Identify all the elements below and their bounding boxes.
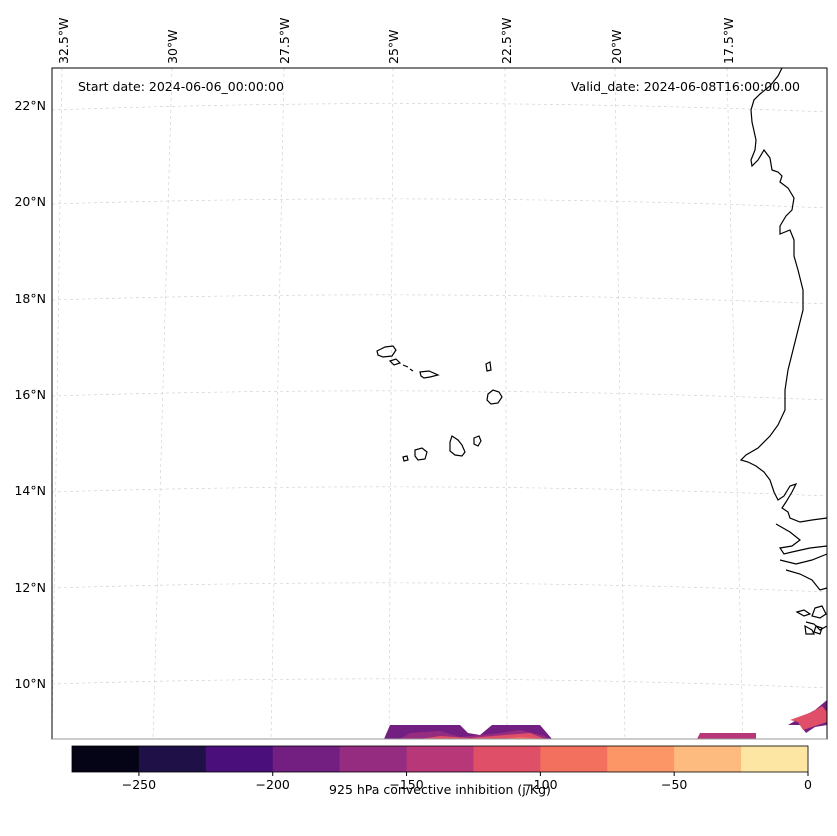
colorbar-segment bbox=[741, 746, 809, 772]
colorbar-segment bbox=[607, 746, 675, 772]
lon-label: 32.5°W bbox=[56, 18, 71, 64]
lat-label: 22°N bbox=[14, 98, 46, 113]
valid-date-label: Valid_date: 2024-06-08T16:00:00.00 bbox=[571, 79, 800, 94]
colorbar bbox=[72, 746, 809, 772]
graticule bbox=[51, 67, 828, 740]
africa-coastline bbox=[739, 67, 828, 635]
lon-label: 27.5°W bbox=[277, 18, 292, 64]
colorbar-segment bbox=[473, 746, 541, 772]
colorbar-label: 925 hPa convective inhibition (j/Kg) bbox=[329, 782, 551, 797]
cape-verde-islands bbox=[376, 345, 503, 462]
colorbar-border bbox=[71, 745, 809, 773]
start-date-label: Start date: 2024-06-06_00:00:00 bbox=[78, 79, 284, 94]
colorbar-segment bbox=[72, 746, 140, 772]
lon-label: 30°W bbox=[165, 29, 180, 64]
cin-contour-west-core bbox=[420, 733, 545, 739]
lat-label: 16°N bbox=[14, 387, 46, 402]
colorbar-segment bbox=[674, 746, 742, 772]
colorbar-tick-label: −250 bbox=[122, 777, 156, 792]
cin-contour-central bbox=[697, 733, 756, 739]
lat-label: 14°N bbox=[14, 483, 46, 498]
colorbar-ticks: −250 −200 −150 −100 −50 0 bbox=[122, 772, 812, 792]
lon-label: 25°W bbox=[386, 29, 401, 64]
lat-label: 10°N bbox=[14, 676, 46, 691]
lon-label: 17.5°W bbox=[721, 18, 736, 64]
colorbar-segment bbox=[406, 746, 474, 772]
colorbar-tick-label: −200 bbox=[256, 777, 290, 792]
colorbar-tick-label: −100 bbox=[523, 777, 557, 792]
latitude-labels: 22°N 20°N 18°N 16°N 14°N 12°N 10°N bbox=[14, 98, 46, 691]
lon-label: 22.5°W bbox=[499, 18, 514, 64]
cin-contour-east-core bbox=[790, 706, 827, 730]
colorbar-tick-label: −50 bbox=[661, 777, 687, 792]
lat-label: 18°N bbox=[14, 291, 46, 306]
colorbar-segment bbox=[138, 746, 207, 772]
lat-label: 20°N bbox=[14, 194, 46, 209]
colorbar-segment bbox=[205, 746, 274, 772]
colorbar-tick-label: 0 bbox=[804, 777, 812, 792]
colorbar-segment bbox=[339, 746, 408, 772]
colorbar-segment bbox=[540, 746, 608, 772]
colorbar-tick-label: −150 bbox=[389, 777, 423, 792]
cin-contours bbox=[384, 700, 827, 739]
lon-label: 20°W bbox=[609, 29, 624, 64]
map-area bbox=[52, 68, 827, 739]
colorbar-segment bbox=[272, 746, 341, 772]
lat-label: 12°N bbox=[14, 580, 46, 595]
longitude-labels: 32.5°W 30°W 27.5°W 25°W 22.5°W 20°W 17.5… bbox=[56, 18, 736, 64]
